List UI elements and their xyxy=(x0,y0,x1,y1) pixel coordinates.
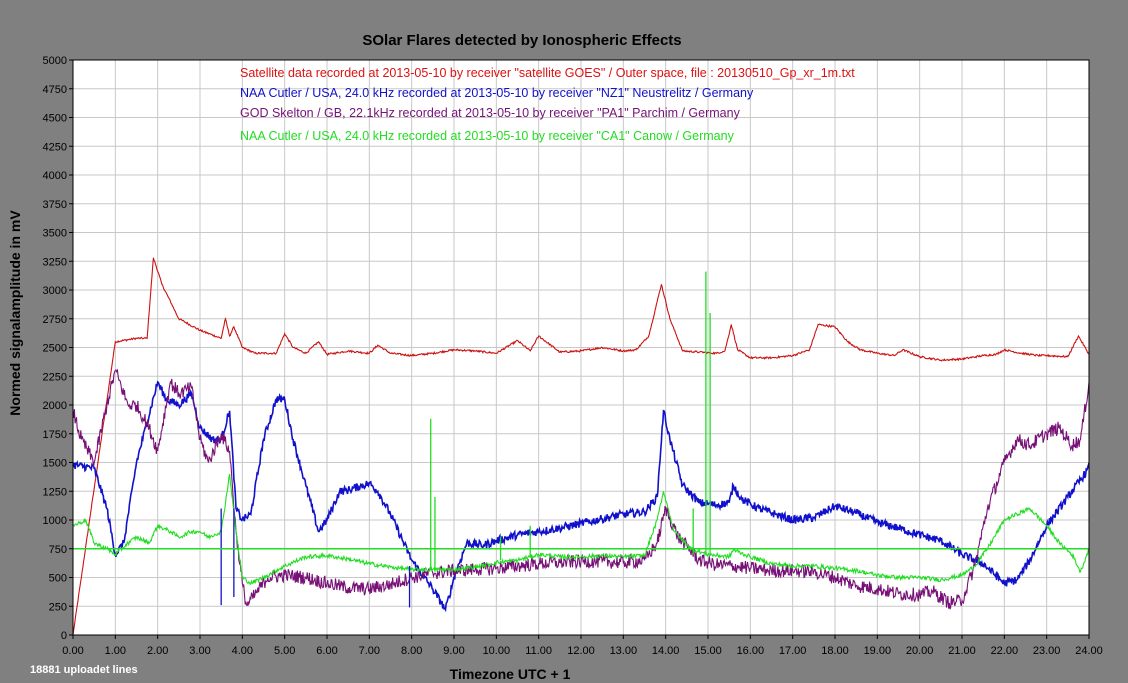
x-tick-label: 0.00 xyxy=(62,645,83,657)
y-tick-label: 3250 xyxy=(43,256,67,268)
x-tick-label: 15.00 xyxy=(694,645,722,657)
x-tick-label: 2.00 xyxy=(147,645,168,657)
x-tick-label: 12.00 xyxy=(567,645,595,657)
y-tick-label: 750 xyxy=(49,544,67,556)
series-line-4 xyxy=(72,473,1090,586)
x-tick-label: 22.00 xyxy=(991,645,1019,657)
series-line-2 xyxy=(72,380,1090,613)
y-tick-label: 4750 xyxy=(43,84,67,96)
x-tick-label: 17.00 xyxy=(779,645,807,657)
y-tick-label: 4250 xyxy=(43,141,67,153)
x-tick-label: 23.00 xyxy=(1033,645,1061,657)
y-tick-label: 1000 xyxy=(43,515,67,527)
x-tick-label: 19.00 xyxy=(864,645,892,657)
y-tick-label: 1500 xyxy=(43,458,67,470)
y-tick-label: 1750 xyxy=(43,429,67,441)
x-tick-label: 1.00 xyxy=(105,645,126,657)
uploaded-lines-label: 18881 uploadet lines xyxy=(30,664,138,676)
chart-title: SOlar Flares detected by Ionospheric Eff… xyxy=(362,32,681,49)
x-tick-label: 4.00 xyxy=(232,645,253,657)
x-tick-label: 24.00 xyxy=(1075,645,1103,657)
legend-entry-4: NAA Cutler / USA, 24.0 kHz recorded at 2… xyxy=(240,129,735,143)
series-group xyxy=(72,257,1090,636)
plot-border xyxy=(72,59,1090,636)
y-tick-label: 3500 xyxy=(43,228,67,240)
y-tick-label: 2750 xyxy=(43,314,67,326)
y-tick-label: 1250 xyxy=(43,486,67,498)
y-tick-label: 500 xyxy=(49,573,67,585)
x-tick-label: 18.00 xyxy=(821,645,849,657)
y-tick-label: 3000 xyxy=(43,285,67,297)
series-line-3 xyxy=(72,368,1090,610)
legend-entry-2: NAA Cutler / USA, 24.0 kHz recorded at 2… xyxy=(240,86,754,100)
series-line-1 xyxy=(72,257,1090,636)
x-tick-label: 10.00 xyxy=(483,645,511,657)
legend-entry-1: Satellite data recorded at 2013-05-10 by… xyxy=(240,66,855,80)
y-tick-label: 2500 xyxy=(43,343,67,355)
x-tick-label: 9.00 xyxy=(443,645,464,657)
x-tick-label: 16.00 xyxy=(737,645,765,657)
x-tick-label: 8.00 xyxy=(401,645,422,657)
y-tick-label: 5000 xyxy=(43,55,67,67)
x-tick-label: 20.00 xyxy=(906,645,934,657)
x-tick-label: 7.00 xyxy=(359,645,380,657)
x-tick-label: 3.00 xyxy=(189,645,210,657)
legend: Satellite data recorded at 2013-05-10 by… xyxy=(240,66,855,143)
tick-labels: 0 250 500 750 1000 1250 1500 1750 2000 2250 2500 27… xyxy=(43,55,1103,657)
x-tick-label: 11.00 xyxy=(525,645,552,657)
legend-entry-3: GOD Skelton / GB, 22.1kHz recorded at 20… xyxy=(240,106,741,120)
x-tick-label: 21.00 xyxy=(948,645,976,657)
x-axis-title: Timezone UTC + 1 xyxy=(450,666,571,682)
x-tick-label: 13.00 xyxy=(610,645,638,657)
y-tick-label: 4000 xyxy=(43,170,67,182)
y-tick-label: 250 xyxy=(49,601,67,613)
y-tick-label: 2250 xyxy=(43,371,67,383)
y-tick-label: 3750 xyxy=(43,199,67,211)
y-tick-label: 2000 xyxy=(43,400,67,412)
y-axis-title: Normed signalamplitude in mV xyxy=(7,210,23,416)
x-tick-label: 6.00 xyxy=(316,645,337,657)
x-tick-label: 5.00 xyxy=(274,645,295,657)
y-tick-label: 4500 xyxy=(43,113,67,125)
x-tick-label: 14.00 xyxy=(652,645,680,657)
y-tick-label: 0 xyxy=(61,630,67,642)
